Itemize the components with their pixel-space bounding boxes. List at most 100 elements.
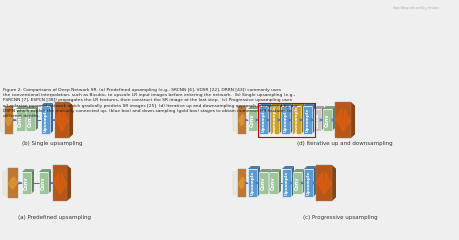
Polygon shape [268, 169, 271, 194]
Text: Upsample: Upsample [306, 108, 309, 132]
Text: (b) Single upsampling: (b) Single upsampling [22, 142, 82, 146]
Polygon shape [50, 103, 53, 134]
Polygon shape [314, 106, 324, 109]
Text: Conv: Conv [261, 176, 266, 190]
Polygon shape [55, 109, 62, 131]
Text: Upsample: Upsample [307, 171, 310, 195]
Polygon shape [316, 172, 324, 194]
Text: (a) Predefined upsampling: (a) Predefined upsampling [18, 216, 91, 221]
Polygon shape [242, 177, 246, 189]
Polygon shape [60, 172, 67, 194]
Polygon shape [0, 106, 5, 134]
Polygon shape [13, 177, 18, 189]
Polygon shape [302, 169, 305, 194]
Polygon shape [316, 165, 332, 201]
Polygon shape [279, 103, 282, 134]
Polygon shape [351, 102, 355, 138]
Text: Conv: Conv [271, 176, 276, 190]
Polygon shape [69, 102, 73, 138]
Polygon shape [238, 177, 242, 189]
Polygon shape [67, 165, 71, 201]
Polygon shape [39, 169, 51, 172]
Polygon shape [312, 103, 315, 134]
Polygon shape [53, 165, 67, 201]
Polygon shape [293, 172, 302, 194]
Text: Conv: Conv [325, 113, 330, 127]
Polygon shape [248, 166, 260, 169]
Polygon shape [314, 109, 321, 131]
Polygon shape [238, 169, 246, 197]
Polygon shape [8, 168, 18, 198]
Polygon shape [293, 169, 305, 172]
Polygon shape [257, 166, 260, 197]
Polygon shape [259, 172, 268, 194]
Polygon shape [26, 109, 35, 131]
Polygon shape [8, 177, 13, 189]
Text: Upsample: Upsample [284, 108, 287, 132]
Polygon shape [292, 103, 304, 106]
Polygon shape [282, 169, 291, 197]
Polygon shape [269, 172, 278, 194]
Polygon shape [290, 103, 293, 134]
Polygon shape [9, 114, 13, 126]
Polygon shape [303, 103, 315, 106]
Polygon shape [304, 169, 313, 197]
Polygon shape [233, 106, 238, 134]
Polygon shape [22, 172, 31, 194]
Polygon shape [257, 106, 260, 131]
Polygon shape [335, 109, 343, 131]
Polygon shape [270, 106, 279, 134]
Text: Conv: Conv [18, 113, 23, 127]
Polygon shape [278, 169, 281, 194]
Polygon shape [282, 166, 294, 169]
Polygon shape [31, 169, 34, 194]
Text: https://blog.csdn.net/Key_Hesitate: https://blog.csdn.net/Key_Hesitate [393, 6, 440, 10]
Polygon shape [41, 103, 53, 106]
Polygon shape [269, 169, 281, 172]
Polygon shape [22, 169, 34, 172]
Polygon shape [248, 169, 257, 197]
Polygon shape [48, 169, 51, 194]
Polygon shape [5, 114, 9, 126]
Polygon shape [248, 109, 257, 131]
Polygon shape [268, 103, 271, 134]
Text: Downsample: Downsample [295, 105, 298, 135]
Polygon shape [25, 106, 28, 131]
Text: Downsample: Downsample [273, 105, 276, 135]
Text: Conv: Conv [295, 176, 300, 190]
Polygon shape [35, 106, 38, 131]
Polygon shape [16, 109, 25, 131]
Polygon shape [332, 106, 335, 131]
Polygon shape [39, 172, 48, 194]
Polygon shape [303, 106, 312, 134]
Polygon shape [304, 166, 316, 169]
Polygon shape [343, 109, 351, 131]
Polygon shape [332, 165, 336, 201]
Polygon shape [292, 106, 301, 134]
Polygon shape [248, 106, 260, 109]
Polygon shape [41, 106, 50, 134]
Polygon shape [323, 106, 335, 109]
Text: Conv: Conv [41, 176, 46, 190]
Polygon shape [259, 103, 271, 106]
Text: Upsample: Upsample [44, 108, 47, 132]
Polygon shape [55, 102, 69, 138]
Text: Conv: Conv [28, 113, 33, 127]
Text: Concat: Concat [315, 112, 319, 128]
Text: Upsample: Upsample [285, 171, 289, 195]
Text: Conv: Conv [24, 176, 29, 190]
Polygon shape [62, 109, 69, 131]
Text: Conv: Conv [250, 113, 255, 127]
Polygon shape [3, 168, 8, 198]
Polygon shape [335, 102, 351, 138]
Polygon shape [238, 106, 246, 134]
Polygon shape [238, 114, 242, 126]
Polygon shape [16, 106, 28, 109]
Text: (c) Progressive upsampling: (c) Progressive upsampling [302, 216, 377, 221]
Polygon shape [291, 166, 294, 197]
Text: (d) Iterative up and downsampling: (d) Iterative up and downsampling [297, 142, 393, 146]
Polygon shape [233, 169, 238, 197]
Polygon shape [259, 106, 268, 134]
Polygon shape [324, 172, 332, 194]
Polygon shape [323, 109, 332, 131]
